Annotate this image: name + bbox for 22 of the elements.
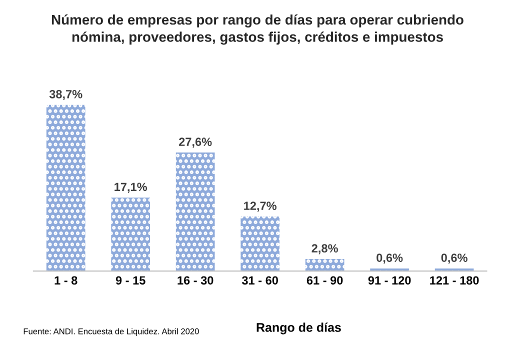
chart-title: Número de empresas por rango de días para operar cubriendo nómina, proveedores, gastos fijos, créditos e impuestos [52,14,464,45]
bar [240,216,280,272]
x-tick-label: 91 - 120 [368,276,411,285]
x-tick-label: 31 - 60 [242,276,278,285]
x-tick-label: 61 - 90 [306,276,343,285]
bar [305,259,344,272]
data-label: 17,1% [114,182,148,193]
bar [111,198,150,272]
bar [176,152,215,272]
source-note: Fuente: ANDI. Encuesta de Liquidez. Abril 2020 [24,328,199,336]
data-label: 0,6% [376,254,403,264]
x-tick-label: 121 - 180 [430,276,479,285]
data-label: 38,7% [49,90,82,100]
data-label: 27,6% [179,138,212,148]
data-label: 0,6% [441,254,468,264]
x-tick-label: 16 - 30 [178,276,214,285]
x-axis-title: Rango de días [256,322,341,334]
data-label: 2,8% [312,244,338,254]
data-label: 12,7% [244,202,276,212]
x-tick-label: 9 - 15 [116,276,146,285]
bar [46,104,86,272]
x-tick-label: 1 - 8 [54,276,78,285]
